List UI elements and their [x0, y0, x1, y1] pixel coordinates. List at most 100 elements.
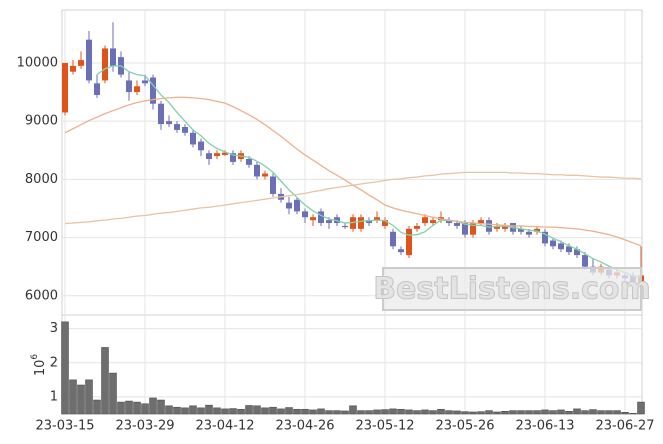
volume-bar — [173, 406, 181, 415]
volume-bar — [349, 405, 357, 415]
volume-bar — [445, 410, 453, 415]
candle-body — [302, 211, 308, 218]
volume-bar — [269, 406, 277, 415]
candle-body — [134, 86, 140, 93]
x-tick-label: 23-05-12 — [355, 419, 414, 434]
volume-bar — [93, 399, 101, 415]
volume-bar — [469, 411, 477, 415]
volume-bar — [221, 408, 229, 415]
volume-bar — [365, 410, 373, 415]
volume-bar — [357, 410, 365, 415]
volume-bar — [133, 401, 141, 415]
plot-frame — [61, 9, 643, 415]
candle-body — [246, 159, 252, 165]
y-tick-label: 6000 — [25, 288, 58, 303]
candle-body — [358, 217, 364, 229]
volume-bar — [245, 405, 253, 415]
candle-body — [470, 223, 476, 235]
moving-average-line — [96, 65, 642, 278]
candle-body — [182, 126, 188, 133]
candle-body — [414, 225, 420, 229]
candle-body — [94, 83, 100, 95]
volume-bar — [189, 405, 197, 415]
volume-bar — [333, 410, 341, 415]
volume-bar — [213, 407, 221, 415]
volume-bar — [61, 321, 69, 415]
candle-body — [454, 223, 460, 226]
volume-bar — [389, 408, 397, 415]
candle-body — [142, 80, 148, 84]
candle-body — [478, 220, 484, 224]
y-tick-label: 10000 — [17, 55, 58, 70]
x-tick-label: 23-04-12 — [195, 419, 254, 434]
candle-body — [462, 223, 468, 235]
candle-body — [494, 225, 500, 229]
y-tick-label: 3 — [50, 321, 58, 336]
unit-exponent: 6 — [30, 354, 40, 360]
x-tick-label: 23-04-26 — [275, 419, 334, 434]
candle-body — [286, 202, 292, 209]
volume-bar — [141, 403, 149, 415]
volume-bar — [373, 409, 381, 415]
volume-bar — [165, 405, 173, 415]
candle-body — [254, 164, 260, 177]
volume-bar — [205, 404, 213, 415]
candle-body — [70, 65, 76, 72]
volume-bar — [509, 410, 517, 415]
volume-bar — [77, 384, 85, 415]
candle-body — [166, 121, 172, 125]
volume-bar — [381, 409, 389, 415]
volume-bar — [605, 410, 613, 415]
candle-body — [326, 220, 332, 224]
volume-bar — [317, 408, 325, 415]
volume-bar — [493, 411, 501, 415]
volume-bar — [277, 408, 285, 415]
candle-body — [262, 173, 268, 177]
volume-bar — [485, 410, 493, 415]
volume-bar — [149, 397, 157, 415]
candle-body — [502, 225, 508, 229]
candle-body — [230, 153, 236, 162]
volume-bar — [437, 408, 445, 415]
candle-body — [406, 228, 412, 256]
candle-body — [526, 231, 532, 235]
volume-bar — [621, 412, 629, 415]
volume-bar — [453, 410, 461, 415]
volume-bar — [293, 408, 301, 415]
volume-bar — [517, 410, 525, 415]
volume-bar — [397, 408, 405, 415]
y-tick-label: 2 — [50, 355, 58, 370]
volume-bar — [501, 411, 509, 415]
candle-body — [102, 48, 108, 81]
volume-bar — [461, 411, 469, 415]
x-tick-label: 23-03-29 — [115, 419, 174, 434]
candle-body — [294, 199, 300, 212]
volume-bar — [613, 410, 621, 415]
candle-body — [518, 228, 524, 232]
candle-body — [222, 152, 228, 155]
volume-bar — [253, 405, 261, 415]
y-tick-label: 8000 — [25, 172, 58, 187]
candle-body — [582, 255, 588, 267]
candle-body — [382, 220, 388, 226]
candle-body — [318, 211, 324, 224]
candle-body — [206, 153, 212, 160]
candle-body — [174, 124, 180, 130]
volume-bar — [589, 409, 597, 415]
candle-body — [366, 220, 372, 224]
candle-body — [78, 60, 84, 66]
overlay-layer: BestListens.com — [373, 267, 651, 311]
candle-body — [422, 217, 428, 224]
volume-bar — [629, 413, 637, 415]
candle-body — [566, 246, 572, 253]
volume-bar — [429, 410, 437, 415]
candle-body — [558, 243, 564, 250]
volume-bar — [565, 411, 573, 415]
volume-bar — [157, 399, 165, 415]
volume-bar — [197, 407, 205, 415]
volume-bar — [237, 408, 245, 415]
watermark-box — [382, 267, 642, 311]
candle-body — [374, 217, 380, 221]
candle-body — [486, 220, 492, 232]
